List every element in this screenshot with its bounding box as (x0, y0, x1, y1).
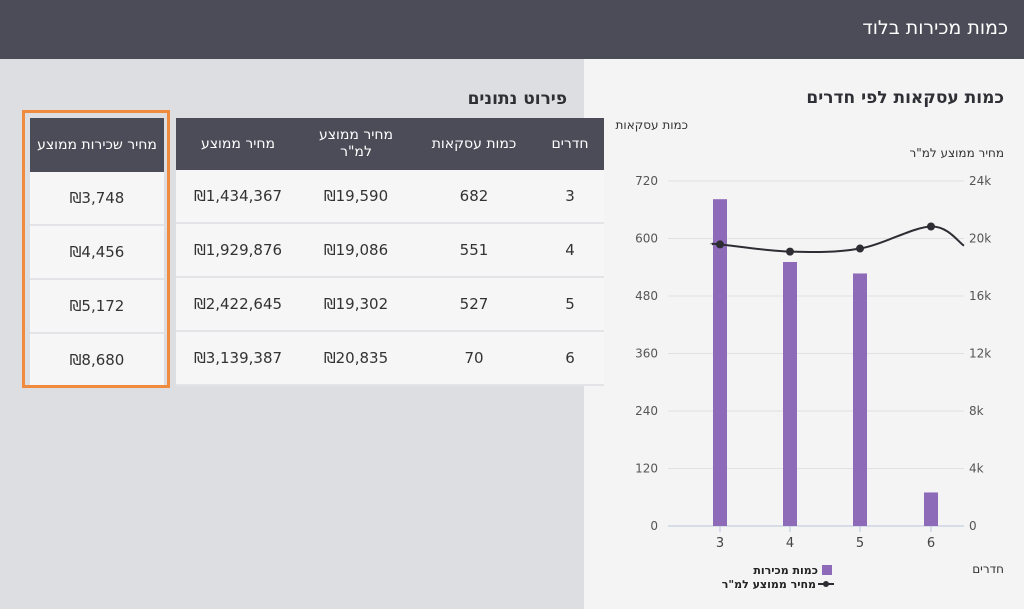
table-row: 6 70 ₪20,835 ₪3,139,387 (176, 332, 604, 386)
header-avg-price: מחיר ממוצע (176, 118, 300, 170)
y-tick-label: 720 (635, 174, 658, 188)
cell-price-sqm: ₪19,302 (300, 278, 412, 332)
top-bar: כמות מכירות בלוד (0, 0, 1024, 59)
y-tick-label: 240 (635, 404, 658, 418)
y-tick-label: 480 (635, 289, 658, 303)
header-avg-rent: מחיר שכירות ממוצע (30, 118, 164, 172)
y2-tick-label: 20k (969, 232, 991, 246)
rent-header-row: מחיר שכירות ממוצע (30, 118, 164, 172)
cell-price-sqm: ₪19,590 (300, 170, 412, 224)
line-point (856, 244, 864, 253)
x-tick-label: 4 (786, 536, 794, 551)
cell-rooms: 6 (536, 332, 604, 386)
legend-label-line: מחיר ממוצע למ"ר (722, 578, 816, 591)
x-axis-label: חדרים (972, 562, 1004, 576)
bar (924, 492, 938, 526)
cell-rooms: 3 (536, 170, 604, 224)
y2-tick-label: 8k (969, 404, 984, 418)
table-row: ₪4,456 (30, 226, 164, 280)
data-table: חדרים כמות עסקאות מחיר ממוצע למ"ר מחיר מ… (176, 118, 604, 386)
chart: 0 0 120 4k 240 8k 360 12k 480 16k 600 20k 720 24k 3 4 5 6… (635, 174, 991, 591)
cell-avg-price: ₪1,434,367 (176, 170, 300, 224)
cell-rooms: 5 (536, 278, 604, 332)
y-tick-label: 600 (635, 232, 658, 246)
cell-avg-rent: ₪5,172 (30, 280, 164, 334)
cell-avg-price: ₪3,139,387 (176, 332, 300, 386)
y2-axis-label: מחיר ממוצע למ"ר (909, 146, 1004, 160)
chart-panel (584, 59, 1024, 609)
x-tick-label: 3 (716, 536, 724, 551)
cell-avg-rent: ₪8,680 (30, 334, 164, 388)
legend-swatch-dot (823, 581, 829, 587)
legend-label-bar: כמות מכירות (753, 564, 818, 577)
cell-avg-price: ₪1,929,876 (176, 224, 300, 278)
y2-tick-label: 24k (969, 174, 991, 188)
cell-rooms: 4 (536, 224, 604, 278)
cell-price-sqm: ₪19,086 (300, 224, 412, 278)
chart-title: כמות עסקאות לפי חדרים (806, 88, 1004, 108)
rent-column-highlight (22, 110, 170, 388)
table-row: 4 551 ₪19,086 ₪1,929,876 (176, 224, 604, 278)
line-series (710, 225, 965, 254)
y-tick-label: 0 (650, 519, 658, 533)
bar (713, 199, 727, 527)
table-row: ₪5,172 (30, 280, 164, 334)
table-title: פירוט נתונים (467, 89, 567, 109)
y-tick-label: 120 (635, 462, 658, 476)
y2-tick-label: 16k (969, 289, 991, 303)
cell-deals: 527 (412, 278, 536, 332)
line-point (786, 247, 794, 256)
cell-deals: 682 (412, 170, 536, 224)
cell-avg-price: ₪2,422,645 (176, 278, 300, 332)
y-axis-label: כמות עסקאות (615, 118, 688, 132)
y-tick-label: 360 (635, 347, 658, 361)
header-deals: כמות עסקאות (412, 118, 536, 170)
table-row: ₪8,680 (30, 334, 164, 388)
page-title: כמות מכירות בלוד (862, 17, 1008, 39)
cell-deals: 70 (412, 332, 536, 386)
y2-tick-label: 0 (969, 519, 977, 533)
table-row: 3 682 ₪19,590 ₪1,434,367 (176, 170, 604, 224)
table-header-row: חדרים כמות עסקאות מחיר ממוצע למ"ר מחיר מ… (176, 118, 604, 170)
rent-table: מחיר שכירות ממוצע ₪3,748 ₪4,456 ₪5,172 ₪… (30, 118, 164, 388)
x-tick-label: 5 (856, 536, 864, 551)
line-point (927, 222, 935, 231)
cell-price-sqm: ₪20,835 (300, 332, 412, 386)
legend-swatch-bar (822, 565, 832, 575)
cell-avg-rent: ₪3,748 (30, 172, 164, 226)
header-rooms: חדרים (536, 118, 604, 170)
cell-avg-rent: ₪4,456 (30, 226, 164, 280)
bar (853, 273, 867, 526)
bar (783, 261, 797, 526)
cell-deals: 551 (412, 224, 536, 278)
x-tick-label: 6 (927, 536, 935, 551)
table-row: ₪3,748 (30, 172, 164, 226)
y2-tick-label: 12k (969, 347, 991, 361)
header-price-sqm: מחיר ממוצע למ"ר (300, 118, 412, 170)
y2-tick-label: 4k (969, 462, 984, 476)
table-row: 5 527 ₪19,302 ₪2,422,645 (176, 278, 604, 332)
line-point (716, 240, 724, 249)
